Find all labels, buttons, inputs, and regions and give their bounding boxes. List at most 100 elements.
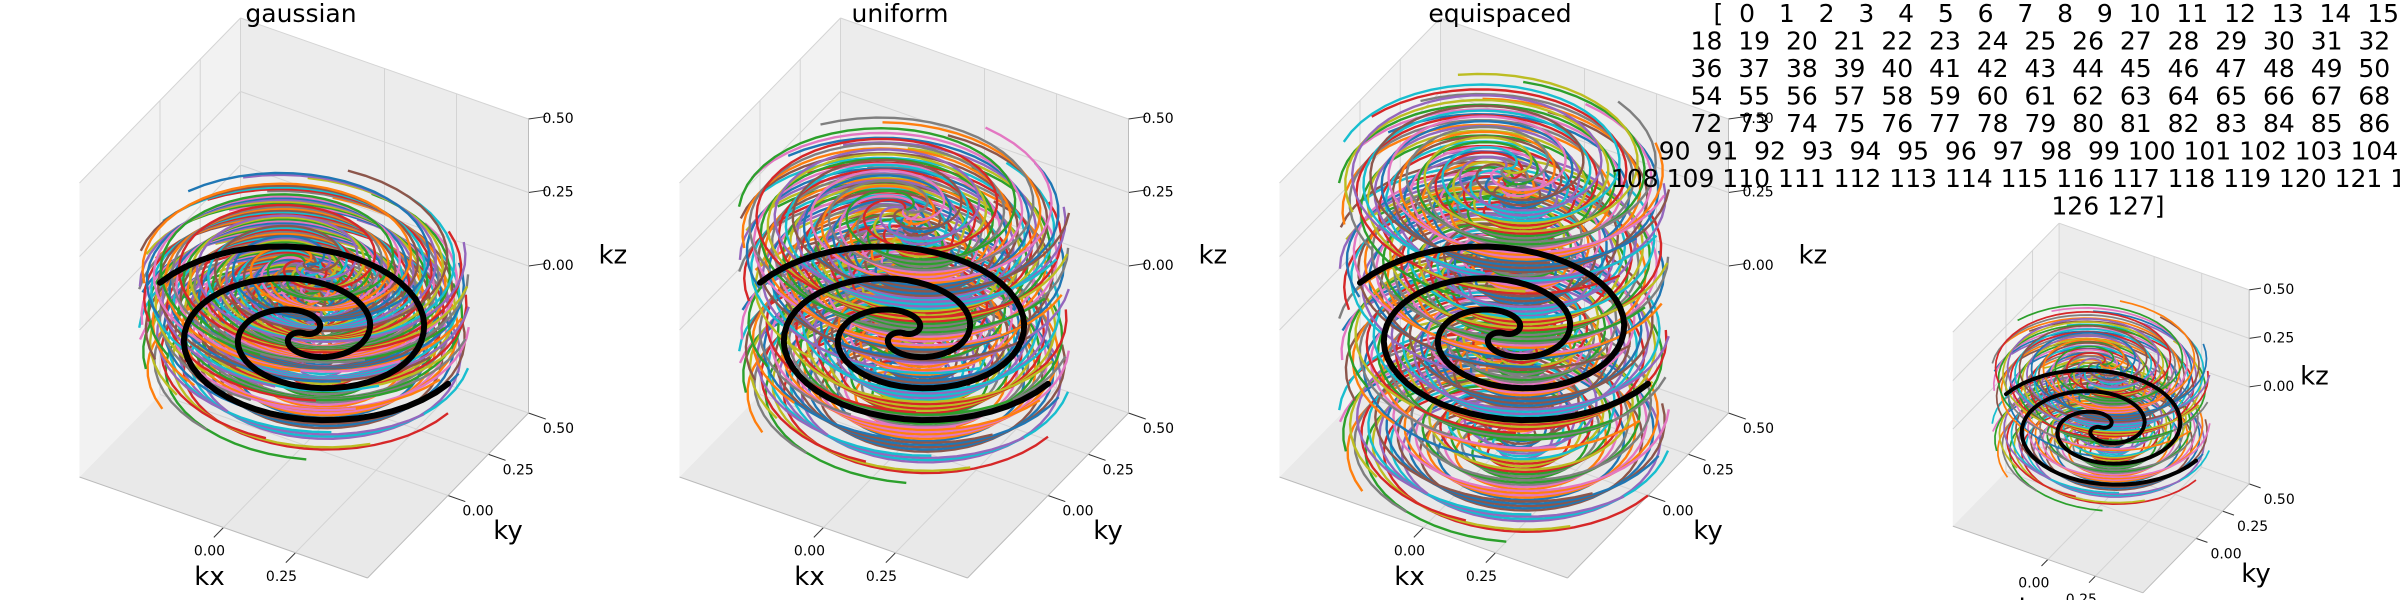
axes-3d: 0.00 0.25 0.00 0.25 0.50 0.00 0.25 0.50 kx ky kz: [79, 17, 627, 592]
axes-title: 108 109 110 111 112 113 114 115 116 117 …: [1603, 164, 2400, 193]
grid-line: [240, 91, 529, 193]
z-tick: [528, 115, 547, 120]
y-axis-label: ky: [2241, 559, 2271, 589]
spiral-arm: [739, 151, 1020, 289]
y-tick: [1088, 453, 1106, 461]
z-axis-label: kz: [2300, 361, 2329, 391]
y-axis-label: ky: [1693, 516, 1723, 546]
spiral-arm: [820, 116, 1035, 272]
spiral-arm: [1423, 72, 1639, 233]
axis-line: [367, 412, 529, 579]
z-tick-label: 0.50: [1743, 111, 1774, 127]
axis-line: [79, 476, 368, 579]
y-tick: [447, 495, 466, 503]
x-tick: [885, 552, 896, 563]
y-tick-label: 0.25: [503, 462, 534, 478]
axes-title: 54 55 56 57 58 59 60 61 62 63 64 65 66 6…: [1675, 82, 2400, 111]
spiral-arm: [163, 207, 390, 373]
z-tick: [2249, 336, 2262, 339]
z-tick: [2249, 384, 2262, 388]
x-tick-label: 0.00: [794, 544, 825, 560]
y-tick-label: 0.00: [1062, 504, 1093, 520]
axes-title: 126 127]: [2043, 192, 2164, 221]
spiral-arm: [2033, 340, 2205, 426]
spiral-arm: [1398, 130, 1664, 257]
z-tick: [2249, 287, 2262, 291]
y-tick-label: 0.25: [2237, 519, 2268, 535]
x-axis-label: kx: [194, 562, 224, 592]
spiral-arm: [177, 203, 421, 354]
z-tick: [1128, 189, 1147, 193]
spiral-arm: [2026, 335, 2211, 425]
x-axis-label: kx: [794, 562, 824, 592]
z-tick-label: 0.50: [1143, 111, 1174, 127]
spiral-arm: [1344, 98, 1610, 225]
highlight-spiral: [780, 275, 1051, 424]
y-tick: [488, 453, 506, 461]
grid-line: [1952, 222, 2060, 333]
axes-title: 36 37 38 39 40 41 42 43 44 45 46 47 48 4…: [1675, 54, 2400, 83]
spiral-arm: [1993, 330, 2178, 422]
grid-line: [79, 91, 241, 257]
x-tick-label: 0.25: [866, 569, 897, 585]
spiral-arm: [170, 205, 383, 364]
spiral-arm: [787, 136, 1031, 287]
grid-line: [1440, 17, 1729, 120]
x-tick-label: 0.25: [2066, 592, 2097, 600]
y-tick: [1128, 412, 1146, 420]
z-tick-label: 0.25: [1143, 185, 1174, 201]
axes-title: 72 73 74 75 76 77 78 79 80 81 82 83 84 8…: [1675, 109, 2400, 138]
z-axis-label: kz: [1199, 241, 1228, 271]
y-tick-label: 0.25: [1703, 462, 1734, 478]
spiral-arm: [2014, 328, 2153, 432]
y-tick-label: 0.00: [2210, 546, 2241, 562]
grid-line: [1952, 271, 2060, 381]
z-tick-label: 0.25: [543, 185, 574, 201]
y-tick-label: 0.50: [543, 421, 574, 437]
axes-3d: 0.00 0.25 0.00 0.25 0.50 0.00 0.25 0.50 kx ky kz: [679, 17, 1228, 592]
x-tick: [2088, 575, 2096, 584]
z-tick-label: 0.00: [2263, 379, 2294, 395]
grid-line: [2058, 222, 2250, 291]
z-tick: [1728, 189, 1747, 193]
z-tick: [1128, 262, 1147, 267]
axes-title: equispaced: [1428, 0, 1571, 28]
x-tick: [213, 527, 224, 538]
axes-title: gaussian: [245, 0, 356, 28]
y-axis-label: ky: [1093, 516, 1123, 546]
y-tick: [2222, 510, 2235, 516]
spiral-arm: [791, 158, 1071, 293]
y-tick-label: 0.00: [462, 504, 493, 520]
spiral-arm: [1994, 310, 2172, 395]
axes-title: uniform: [852, 0, 949, 28]
y-tick: [1047, 495, 1066, 503]
y-tick-label: 0.25: [1103, 462, 1134, 478]
axis-line: [679, 476, 968, 579]
grid-line: [679, 17, 841, 184]
x-tick: [285, 552, 296, 563]
spiral-arm: [1414, 333, 1648, 497]
x-tick: [813, 527, 824, 538]
spiral-arm: [1391, 135, 1671, 270]
grid-line: [1440, 91, 1729, 193]
spiral-arm: [1369, 104, 1585, 265]
z-tick: [528, 189, 547, 193]
axes-title: 18 19 20 21 22 23 24 25 26 27 28 29 30 3…: [1675, 27, 2400, 56]
z-tick-label: 0.50: [543, 111, 574, 127]
spiral-arm: [755, 137, 999, 294]
axes-3d: 0.00 0.25 0.00 0.25 0.50 0.00 0.25 0.50 kx ky kz: [1952, 222, 2329, 600]
spiral-arm: [773, 148, 988, 304]
spiral-arm: [225, 173, 438, 332]
spiral-arm: [2017, 303, 2184, 402]
y-tick-label: 0.00: [1662, 504, 1693, 520]
spiral-arm: [737, 126, 1017, 261]
spiral-arm: [215, 196, 447, 361]
grid-line: [1279, 17, 1441, 184]
highlight-spiral: [1357, 243, 1628, 392]
spiral-arm: [775, 193, 1001, 347]
z-axis-label: kz: [1799, 241, 1828, 271]
grid-line: [840, 17, 1129, 120]
y-tick: [528, 412, 546, 420]
